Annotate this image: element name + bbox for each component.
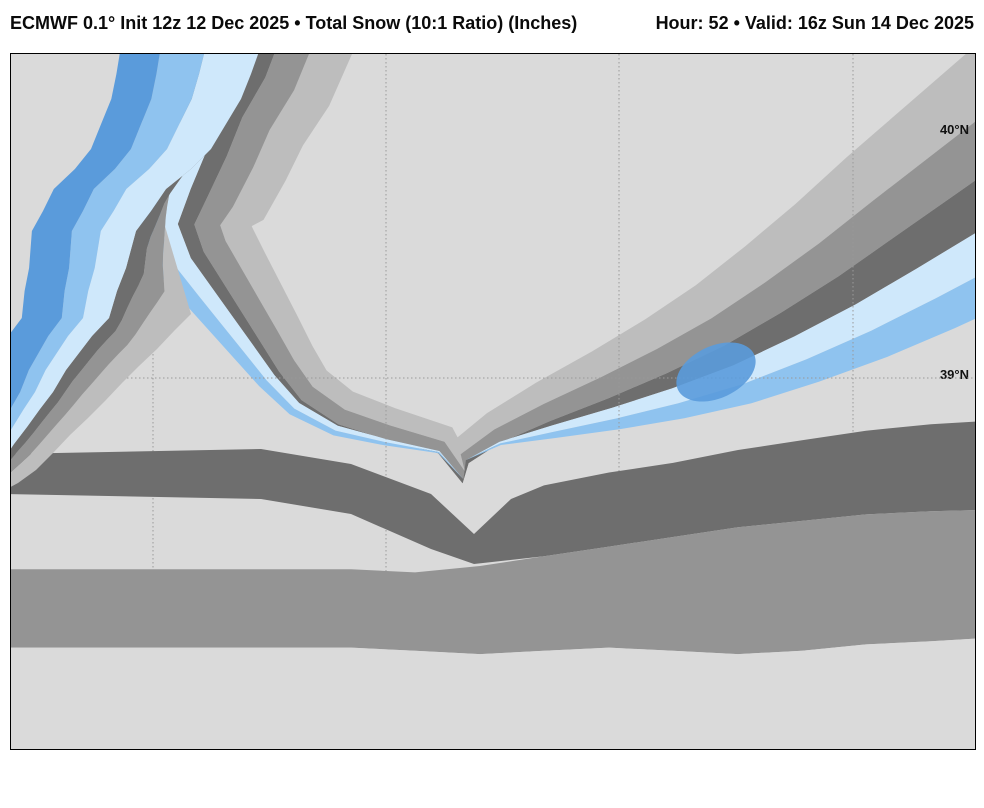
svg-text:40°N: 40°N [940, 122, 969, 137]
svg-text:39°N: 39°N [940, 367, 969, 382]
